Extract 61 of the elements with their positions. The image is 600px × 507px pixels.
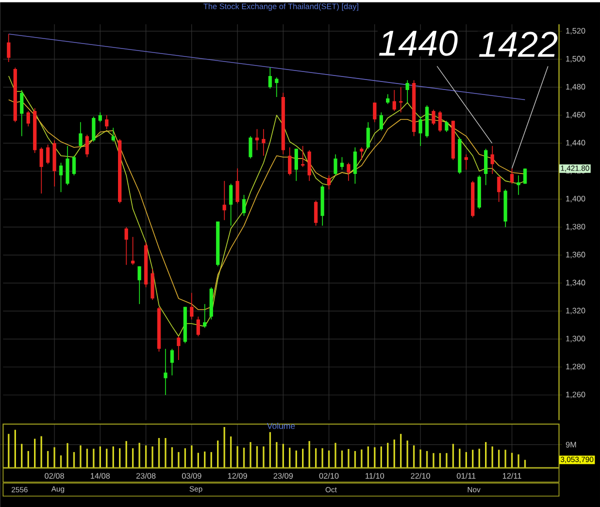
candlestick <box>366 122 370 150</box>
candlestick <box>202 304 207 328</box>
candlestick <box>327 174 331 190</box>
candlestick <box>20 90 24 136</box>
candlestick <box>229 183 233 226</box>
candlestick <box>406 80 410 103</box>
candlestick <box>236 168 240 204</box>
candlestick <box>98 112 102 122</box>
candlestick <box>386 94 390 104</box>
candlestick <box>301 145 305 168</box>
candlestick <box>196 316 200 337</box>
candlestick <box>334 154 338 176</box>
candlestick <box>353 146 357 184</box>
annotation: 1440 <box>379 30 458 56</box>
candlestick <box>46 144 50 164</box>
candlestick <box>124 226 128 266</box>
candlestick <box>294 148 298 182</box>
candlestick <box>104 114 108 130</box>
candlestick <box>288 146 292 176</box>
candlestick <box>418 116 422 146</box>
candlestick <box>346 162 350 182</box>
candlestick <box>497 176 501 202</box>
candlestick <box>372 102 376 122</box>
candlestick <box>360 146 364 160</box>
candlestick <box>510 168 514 184</box>
candlestick <box>6 34 10 62</box>
candlestick <box>490 145 494 174</box>
candlestick <box>190 292 194 320</box>
candlestick <box>248 136 252 159</box>
candlestick <box>379 112 383 131</box>
candlestick <box>262 128 266 156</box>
candlestick <box>85 134 89 158</box>
candlestick <box>444 120 448 132</box>
candlestick <box>308 150 312 182</box>
candlestick <box>26 110 30 127</box>
candlestick <box>432 109 436 126</box>
candlestick <box>59 162 63 192</box>
candlestick <box>255 128 259 150</box>
candlestick <box>92 116 96 142</box>
candlestick <box>268 67 272 89</box>
candlestick <box>392 90 396 112</box>
candlestick <box>314 200 318 226</box>
candlestick <box>516 174 520 196</box>
candlestick <box>222 180 226 220</box>
candlestick <box>176 336 180 360</box>
candlestick <box>78 122 82 148</box>
candlestick <box>242 194 246 216</box>
candlestick <box>438 110 442 132</box>
candlestick <box>131 236 135 266</box>
candlestick <box>399 86 403 113</box>
annotation: 1422 <box>479 32 558 57</box>
candlestick <box>40 146 44 194</box>
candlestick <box>138 266 142 304</box>
candlestick <box>484 148 488 186</box>
candlestick <box>111 127 116 142</box>
candlestick <box>170 348 174 376</box>
candlestick <box>164 348 168 396</box>
candlestick <box>464 154 468 170</box>
candlestick <box>274 76 278 98</box>
candlestick <box>72 155 76 176</box>
candlestick <box>340 156 344 170</box>
